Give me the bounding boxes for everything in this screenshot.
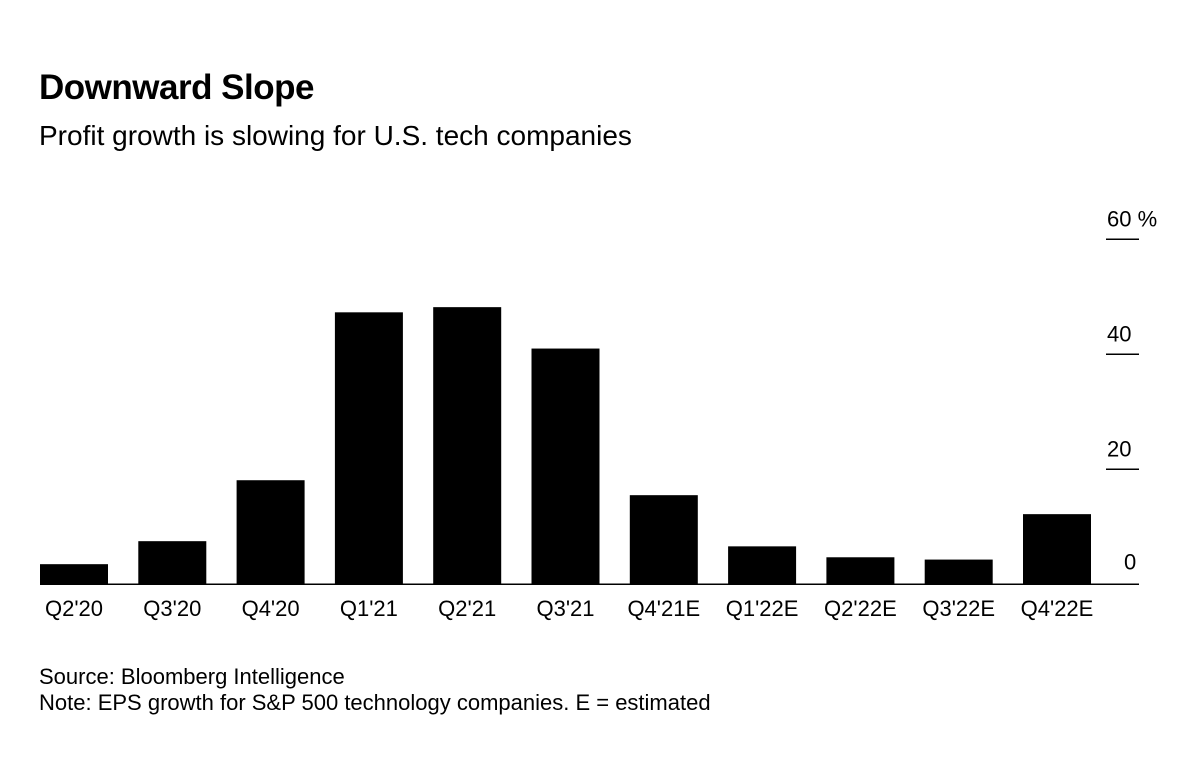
bar-2: [236, 480, 305, 585]
x-tick-label: Q3'21: [536, 596, 594, 621]
footnote: Note: EPS growth for S&P 500 technology …: [39, 690, 711, 715]
x-tick-label: Q2'21: [438, 596, 496, 621]
y-tick-label: 60 %: [1107, 206, 1157, 231]
bar-1: [138, 541, 207, 585]
chart-subtitle: Profit growth is slowing for U.S. tech c…: [39, 120, 632, 151]
bar-8: [826, 557, 895, 585]
source-note: Source: Bloomberg Intelligence: [39, 664, 345, 689]
x-tick-label: Q2'20: [45, 596, 103, 621]
bar-0: [40, 564, 108, 585]
x-tick-label: Q1'22E: [726, 596, 799, 621]
bar-6: [629, 495, 698, 585]
x-tick-label: Q1'21: [340, 596, 398, 621]
y-tick-label: 20: [1107, 436, 1131, 461]
bar-9: [924, 559, 993, 585]
x-tick-label: Q4'21E: [627, 596, 700, 621]
x-tick-label: Q3'20: [143, 596, 201, 621]
bar-10: [1023, 514, 1091, 585]
bar-3: [334, 312, 403, 585]
bar-5: [531, 348, 600, 585]
x-tick-label: Q3'22E: [922, 596, 995, 621]
y-tick-label: 40: [1107, 321, 1131, 346]
y-tick-label: 0: [1124, 549, 1136, 574]
chart-title: Downward Slope: [39, 68, 314, 107]
bar-7: [728, 546, 797, 585]
x-tick-label: Q2'22E: [824, 596, 897, 621]
x-tick-label: Q4'20: [242, 596, 300, 621]
x-tick-label: Q4'22E: [1021, 596, 1094, 621]
bar-4: [433, 307, 502, 585]
